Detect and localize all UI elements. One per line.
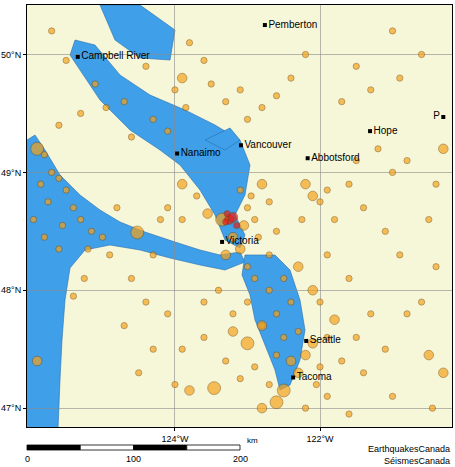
svg-text:124°W: 124°W bbox=[161, 434, 189, 444]
svg-text:Seattle: Seattle bbox=[310, 334, 342, 345]
svg-text:0: 0 bbox=[25, 454, 30, 464]
svg-text:Pemberton: Pemberton bbox=[268, 19, 317, 30]
svg-text:Nanaimo: Nanaimo bbox=[181, 147, 221, 158]
svg-text:48°N: 48°N bbox=[1, 285, 21, 295]
svg-text:Abbotsford: Abbotsford bbox=[311, 152, 359, 163]
svg-text:SéismesCanada: SéismesCanada bbox=[384, 456, 450, 466]
svg-text:Victoria: Victoria bbox=[226, 235, 260, 246]
svg-text:Vancouver: Vancouver bbox=[244, 139, 292, 150]
svg-text:200: 200 bbox=[233, 454, 248, 464]
svg-text:Campbell River: Campbell River bbox=[81, 50, 150, 61]
svg-text:Tacoma: Tacoma bbox=[297, 371, 332, 382]
svg-text:122°W: 122°W bbox=[306, 434, 334, 444]
svg-text:50°N: 50°N bbox=[1, 50, 21, 60]
svg-text:100: 100 bbox=[126, 454, 141, 464]
svg-text:P: P bbox=[433, 110, 440, 121]
svg-text:EarthquakesCanada: EarthquakesCanada bbox=[368, 444, 450, 454]
svg-text:49°N: 49°N bbox=[1, 168, 21, 178]
svg-text:Hope: Hope bbox=[374, 125, 398, 136]
svg-text:km: km bbox=[247, 436, 258, 445]
svg-text:47°N: 47°N bbox=[1, 403, 21, 413]
